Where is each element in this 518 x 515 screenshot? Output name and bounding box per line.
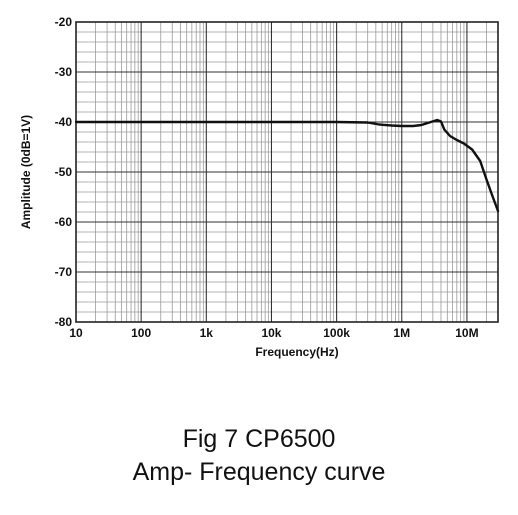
major-grid [76,22,498,322]
amplitude-frequency-chart: 10 100 1k 10k 100k 1M 10M -20 -30 -40 -50 -60 -70 -8… [19,15,500,359]
x-tick-label: 100k [323,326,350,340]
x-axis-label: Frequency(Hz) [255,345,338,359]
x-tick-label: 10k [261,326,281,340]
series-line-1 [74,118,500,213]
y-tick-label: -30 [55,65,73,79]
x-tick-label: 10M [455,326,478,340]
y-tick-label: -50 [55,165,73,179]
y-tick-label: -60 [55,215,73,229]
x-tick-label: 10 [69,326,83,340]
x-tick-label: 1k [200,326,214,340]
plot-frame [75,21,499,323]
x-tick-label: 100 [131,326,151,340]
x-tick-label: 1M [393,326,410,340]
y-tick-label: -80 [55,315,73,329]
figure-caption-subtitle: Amp- Frequency curve [132,458,386,486]
figure-caption-title: Fig 7 CP6500 [182,425,336,453]
x-tick-labels: 10 100 1k 10k 100k 1M 10M [69,326,478,340]
y-tick-label: -40 [55,115,73,129]
y-tick-labels: -20 -30 -40 -50 -60 -70 -80 [55,15,73,329]
y-axis-label: Amplitude (0dB=1V) [19,115,33,229]
series-layer [74,118,500,213]
y-tick-label: -70 [55,265,73,279]
y-tick-label: -20 [55,15,73,29]
